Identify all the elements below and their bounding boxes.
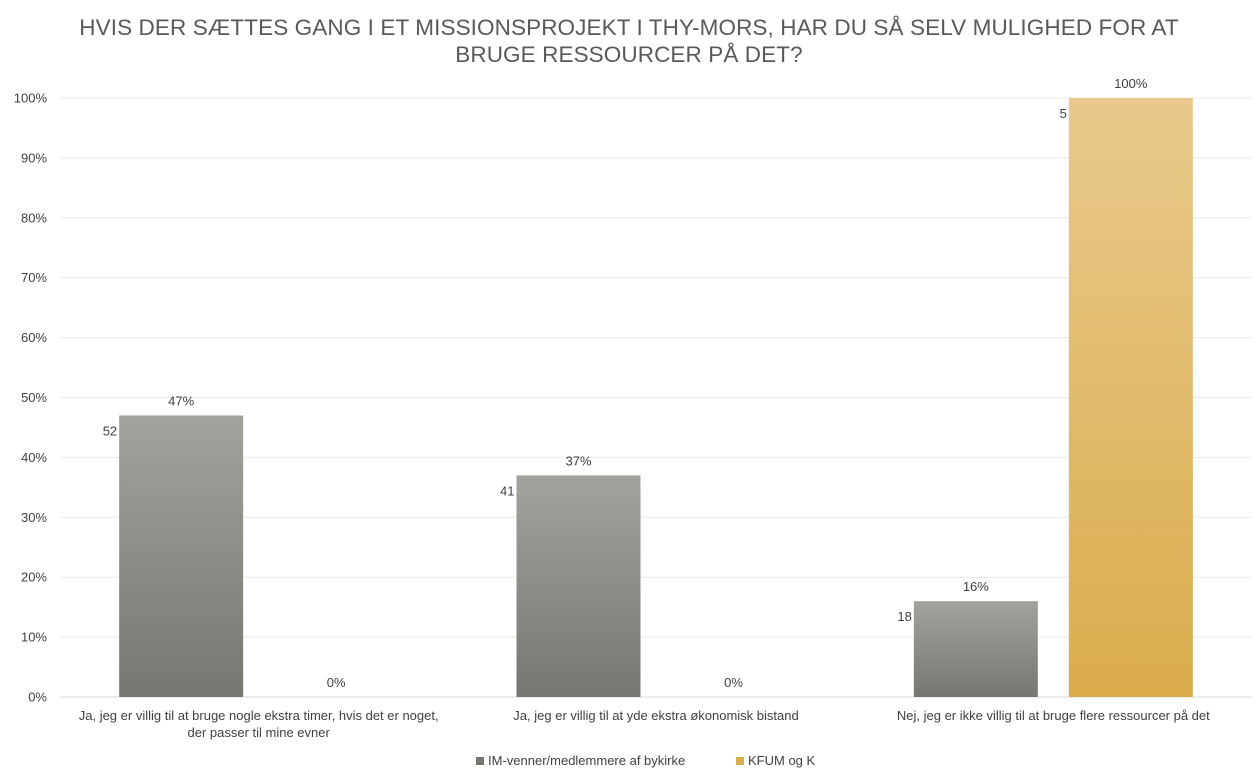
category-label: Ja, jeg er villig til at yde ekstra økon…: [513, 708, 798, 723]
count-label: 18: [897, 609, 911, 624]
x-axis: Ja, jeg er villig til at bruge nogle eks…: [79, 708, 1210, 740]
bar: [1068, 98, 1193, 697]
data-label: 16%: [963, 579, 989, 594]
y-tick-label: 80%: [21, 210, 47, 225]
legend-label: IM-venner/medlemmere af bykirke: [488, 753, 685, 768]
category-label-line: der passer til mine evner: [187, 725, 330, 740]
y-tick-label: 90%: [21, 150, 47, 165]
y-tick-label: 70%: [21, 270, 47, 285]
legend-swatch: [736, 757, 744, 765]
data-label: 0%: [724, 675, 743, 690]
data-label: 47%: [168, 393, 194, 408]
category-label: Ja, jeg er villig til at bruge nogle eks…: [79, 708, 439, 740]
y-tick-label: 20%: [21, 570, 47, 585]
legend-swatch: [476, 757, 484, 765]
data-label: 0%: [327, 675, 346, 690]
y-tick-label: 0%: [28, 690, 47, 705]
category-label-line: Ja, jeg er villig til at yde ekstra økon…: [513, 708, 798, 723]
chart-title-line-2: BRUGE RESSOURCER PÅ DET?: [455, 42, 803, 67]
category-label-line: Ja, jeg er villig til at bruge nogle eks…: [79, 708, 439, 723]
bars: 47% 52 0% 37% 41 0% 16% 18 100% 5: [103, 76, 1193, 697]
count-label: 41: [500, 483, 514, 498]
legend-label: KFUM og K: [748, 753, 816, 768]
data-label: 37%: [565, 453, 591, 468]
legend: IM-venner/medlemmere af bykirke KFUM og K: [476, 753, 816, 768]
bar: [913, 601, 1038, 697]
y-tick-label: 40%: [21, 450, 47, 465]
chart-title: HVIS DER SÆTTES GANG I ET MISSIONSPROJEK…: [0, 14, 1258, 68]
count-label: 52: [103, 423, 117, 438]
gridlines: [60, 97, 1252, 698]
count-label: 5: [1060, 106, 1067, 121]
y-axis: 0% 10% 20% 30% 40% 50% 60% 70% 80% 90% 100%: [14, 91, 48, 705]
bar: [516, 475, 641, 697]
y-tick-label: 10%: [21, 630, 47, 645]
y-tick-label: 100%: [14, 91, 48, 106]
bar: [119, 415, 244, 697]
category-label: Nej, jeg er ikke villig til at bruge fle…: [897, 708, 1210, 723]
y-tick-label: 60%: [21, 330, 47, 345]
chart-title-line-1: HVIS DER SÆTTES GANG I ET MISSIONSPROJEK…: [79, 15, 1179, 40]
y-tick-label: 50%: [21, 390, 47, 405]
y-tick-label: 30%: [21, 510, 47, 525]
data-label: 100%: [1114, 76, 1148, 91]
category-label-line: Nej, jeg er ikke villig til at bruge fle…: [897, 708, 1210, 723]
